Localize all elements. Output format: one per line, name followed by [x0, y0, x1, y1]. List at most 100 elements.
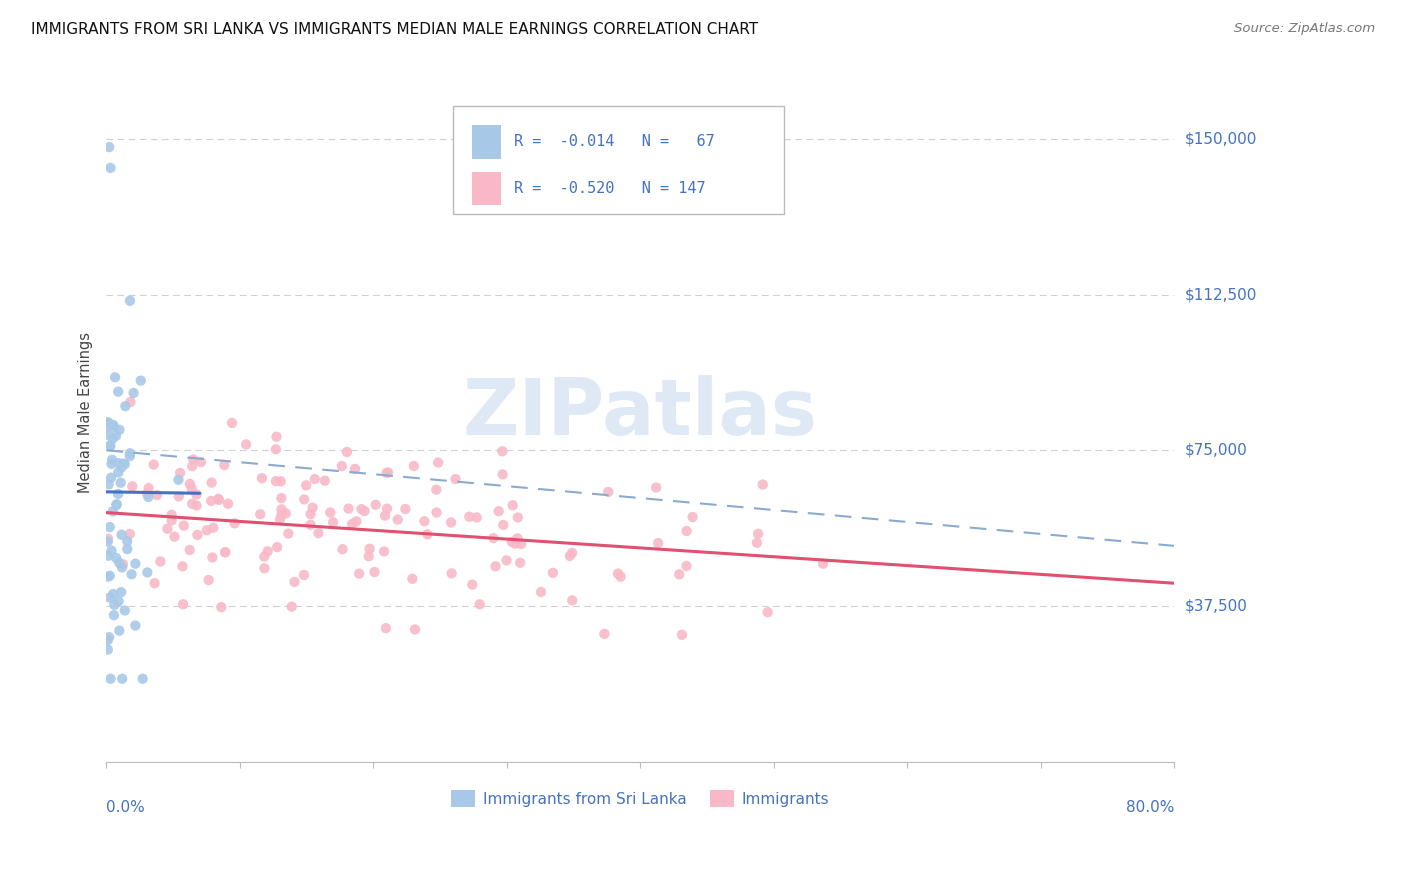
Point [120, 395, 142, 409]
Point [387, 512, 409, 526]
Point [343, 462, 366, 476]
Point [107, 384, 129, 399]
Point [374, 621, 396, 635]
Point [208, 492, 231, 507]
Text: IMMIGRANTS FROM SRI LANKA VS IMMIGRANTS MEDIAN MALE EARNINGS CORRELATION CHART: IMMIGRANTS FROM SRI LANKA VS IMMIGRANTS … [31, 22, 758, 37]
Point [427, 456, 450, 470]
Point [561, 546, 583, 560]
Point [114, 457, 136, 471]
Point [117, 542, 139, 557]
Point [671, 628, 693, 642]
Point [105, 429, 128, 443]
Point [647, 536, 669, 550]
Point [506, 532, 529, 546]
Point [307, 526, 329, 541]
Point [541, 566, 564, 580]
Point [97, 633, 120, 648]
Point [284, 574, 307, 589]
Point [253, 549, 276, 564]
Point [173, 518, 195, 533]
Point [357, 549, 380, 564]
Point [98, 591, 121, 605]
Point [675, 524, 697, 538]
Point [280, 599, 302, 614]
Point [136, 566, 159, 580]
Point [264, 474, 287, 488]
Point [440, 516, 463, 530]
Point [668, 567, 690, 582]
Point [97, 427, 120, 442]
Point [103, 417, 125, 432]
Point [108, 624, 131, 638]
Point [201, 475, 224, 490]
Point [217, 497, 239, 511]
Point [107, 487, 129, 501]
Point [484, 559, 506, 574]
Point [105, 497, 128, 511]
Point [110, 475, 132, 490]
Point [277, 526, 299, 541]
Point [558, 549, 581, 563]
Text: ZIPatlas: ZIPatlas [463, 375, 818, 451]
Point [172, 559, 194, 574]
Point [149, 554, 172, 568]
Point [425, 483, 447, 497]
Point [103, 598, 125, 612]
Point [111, 457, 134, 471]
Point [143, 576, 166, 591]
Point [375, 501, 398, 516]
Point [97, 415, 120, 429]
Point [299, 507, 322, 521]
Point [172, 597, 194, 611]
Point [214, 458, 236, 472]
Point [111, 558, 134, 572]
Point [745, 536, 768, 550]
Point [270, 508, 292, 522]
Point [124, 618, 146, 632]
Point [124, 557, 146, 571]
Point [337, 501, 360, 516]
Point [301, 500, 323, 515]
Point [295, 478, 318, 492]
Point [97, 534, 120, 549]
Point [377, 466, 399, 480]
FancyBboxPatch shape [471, 171, 502, 205]
Point [101, 432, 124, 446]
FancyBboxPatch shape [471, 125, 502, 159]
Point [444, 472, 467, 486]
Point [103, 587, 125, 601]
Point [201, 550, 224, 565]
Text: Source: ZipAtlas.com: Source: ZipAtlas.com [1234, 22, 1375, 36]
Point [491, 444, 513, 458]
Point [292, 568, 315, 582]
Point [264, 442, 287, 457]
Point [224, 516, 246, 531]
Point [179, 543, 201, 558]
Point [373, 544, 395, 558]
Point [142, 458, 165, 472]
Point [250, 471, 273, 485]
Point [292, 492, 315, 507]
Point [207, 491, 229, 506]
Point [181, 497, 204, 511]
Point [425, 506, 447, 520]
Point [214, 545, 236, 559]
Point [675, 559, 697, 574]
Point [190, 455, 212, 469]
Point [756, 605, 779, 619]
Point [97, 532, 120, 546]
Point [108, 423, 131, 437]
Point [167, 489, 190, 503]
Point [375, 466, 398, 480]
Point [270, 491, 292, 505]
Text: R =  -0.520   N = 147: R = -0.520 N = 147 [515, 181, 706, 196]
Point [97, 569, 120, 583]
Point [107, 466, 129, 480]
Point [319, 506, 342, 520]
Point [332, 542, 354, 557]
Point [344, 514, 367, 528]
Point [100, 672, 122, 686]
Point [495, 553, 517, 567]
Point [98, 568, 121, 582]
Point [336, 445, 359, 459]
